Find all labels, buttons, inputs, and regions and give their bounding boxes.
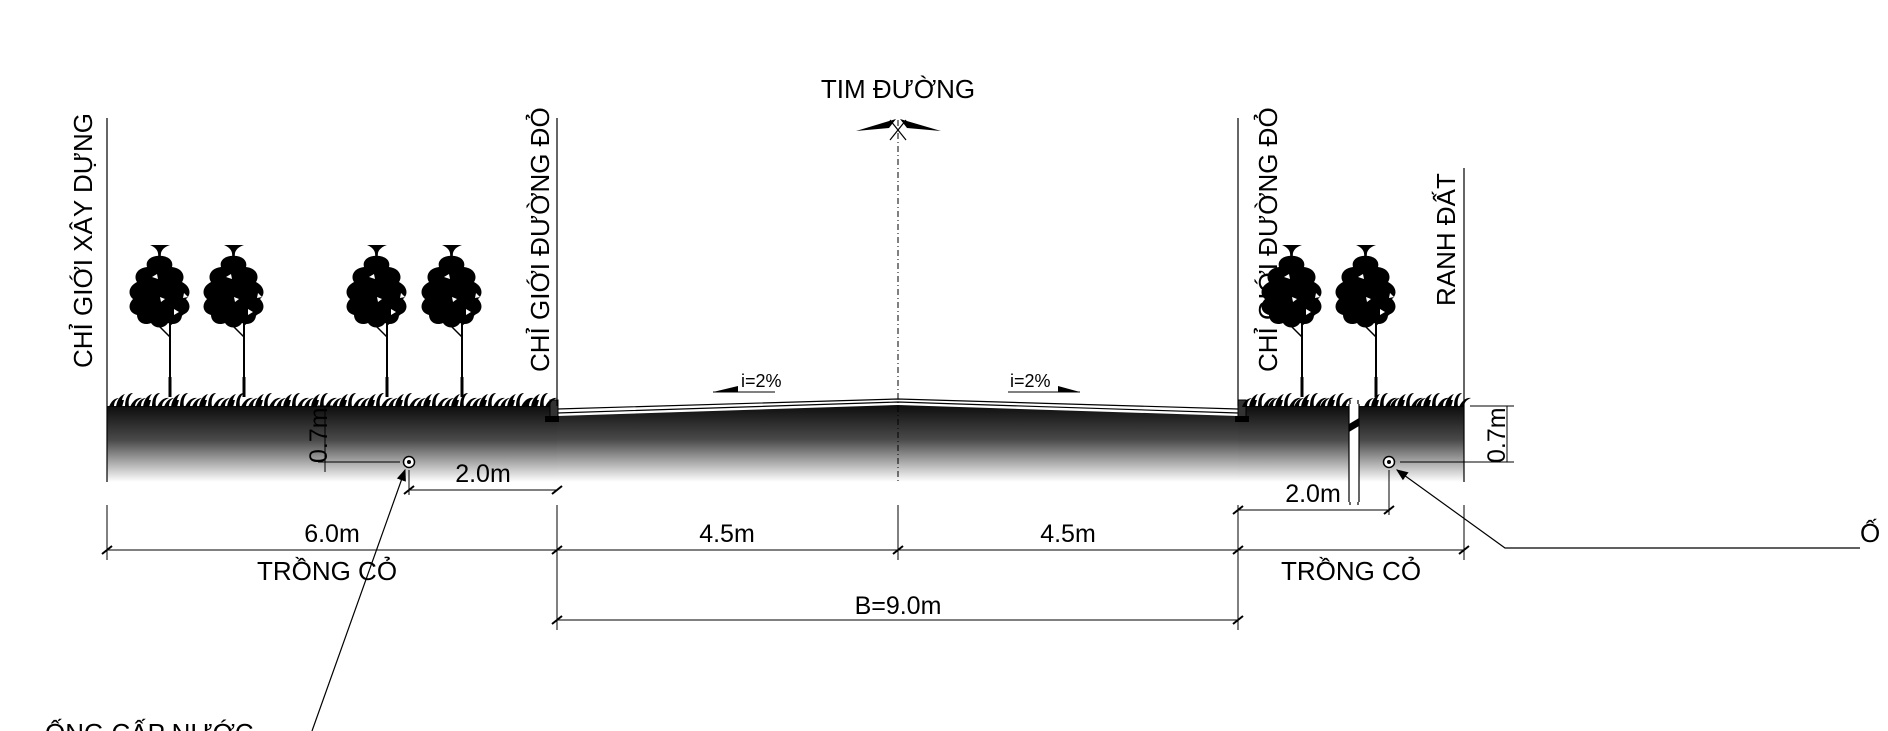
water-pipe-left — [402, 455, 416, 469]
centerline-symbol — [856, 119, 941, 141]
left-curb-base — [545, 416, 559, 422]
left-width-label: 6.0m — [304, 520, 360, 548]
red-line-right-label: CHỈ GIỚI ĐƯỜNG ĐỎ — [1252, 107, 1283, 372]
slope-left-label: i=2% — [741, 371, 782, 391]
tree-icon — [1334, 243, 1397, 399]
tree-icon — [420, 243, 483, 399]
building-line-label: CHỈ GIỚI XÂY DỰNG — [68, 113, 98, 368]
slope-arrow-left — [713, 386, 775, 393]
left-offset-dimension — [403, 470, 563, 495]
tree-icon — [128, 243, 191, 399]
water-pipe-right — [1382, 455, 1396, 469]
break-symbol — [1348, 400, 1360, 505]
lane-left-label: 4.5m — [699, 520, 755, 548]
centerline-label: TIM ĐƯỜNG — [821, 74, 975, 104]
tree-icon — [202, 243, 265, 399]
slope-arrow-right — [1008, 386, 1080, 393]
pipe-right-leader — [1396, 469, 1860, 549]
road-total-label: B=9.0m — [855, 592, 942, 620]
roadway-ground — [557, 405, 1238, 482]
lane-right-label: 4.5m — [1040, 520, 1096, 548]
left-pipe-depth-label: 0.7m — [305, 407, 333, 463]
pipe-left-leader — [311, 468, 406, 731]
left-depth-dimension — [318, 405, 400, 472]
land-boundary-label: RANH ĐẤT — [1431, 173, 1461, 306]
right-curb-base — [1235, 416, 1249, 422]
right-pipe-offset-label: 2.0m — [1285, 480, 1341, 508]
grass-right-label: TRỒNG CỎ — [1281, 555, 1421, 586]
left-sidewalk-ground — [107, 406, 557, 482]
slope-right-label: i=2% — [1010, 371, 1051, 391]
tree-icon — [345, 243, 408, 399]
pipe-right-callout: Ố — [1860, 518, 1880, 548]
red-line-left-label: CHỈ GIỚI ĐƯỜNG ĐỎ — [524, 107, 555, 372]
grass-strip-left — [109, 393, 557, 407]
pipe-left-callout: ỐNG CẤP NƯỚC — [45, 718, 254, 731]
main-dimension-chain — [101, 505, 1470, 630]
left-pipe-offset-label: 2.0m — [455, 460, 511, 488]
right-depth-dimension — [1400, 405, 1514, 463]
grass-left-label: TRỒNG CỎ — [257, 555, 397, 586]
right-pipe-depth-label: 0.7m — [1483, 407, 1511, 463]
